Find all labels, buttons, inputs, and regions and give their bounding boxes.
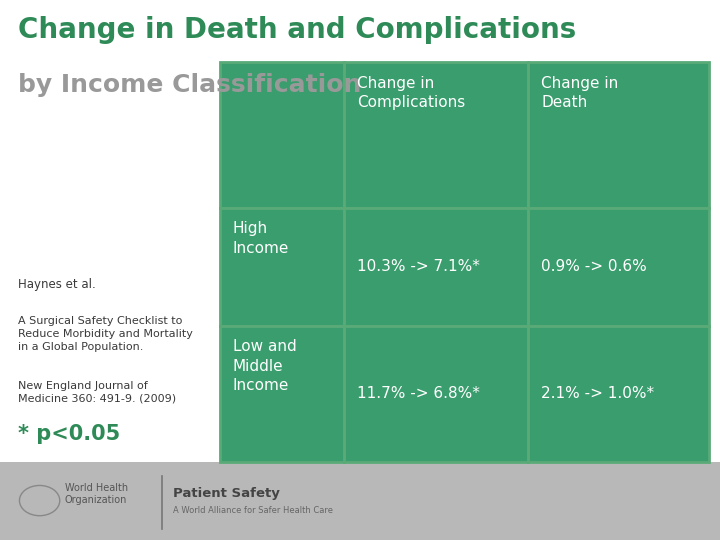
Bar (220, 62, 344, 208)
Text: by Income Classification: by Income Classification (18, 73, 361, 97)
Text: 10.3% -> 7.1%*: 10.3% -> 7.1%* (357, 259, 480, 274)
Text: 0.9% -> 0.6%: 0.9% -> 0.6% (541, 259, 647, 274)
Text: Change in
Complications: Change in Complications (357, 76, 466, 110)
Text: A Surgical Safety Checklist to
Reduce Morbidity and Mortality
in a Global Popula: A Surgical Safety Checklist to Reduce Mo… (18, 316, 193, 352)
Bar (220, 208, 344, 326)
Text: Change in
Death: Change in Death (541, 76, 618, 110)
Text: 11.7% -> 6.8%*: 11.7% -> 6.8%* (357, 386, 480, 401)
Text: Low and
Middle
Income: Low and Middle Income (233, 339, 297, 393)
Text: New England Journal of
Medicine 360: 491-9. (2009): New England Journal of Medicine 360: 491… (18, 381, 176, 404)
Bar (344, 326, 528, 462)
Bar (528, 208, 709, 326)
Bar (220, 326, 344, 462)
Bar (344, 62, 528, 208)
Text: High
Income: High Income (233, 221, 289, 255)
Text: Haynes et al.: Haynes et al. (18, 278, 96, 291)
Text: World Health
Organization: World Health Organization (65, 483, 128, 505)
Bar (528, 62, 709, 208)
Bar (528, 326, 709, 462)
Text: 2.1% -> 1.0%*: 2.1% -> 1.0%* (541, 386, 654, 401)
Text: Patient Safety: Patient Safety (173, 487, 279, 500)
Bar (344, 208, 528, 326)
Text: * p<0.05: * p<0.05 (18, 424, 120, 444)
Bar (0, 462, 720, 540)
Text: A World Alliance for Safer Health Care: A World Alliance for Safer Health Care (173, 506, 333, 515)
Text: Change in Death and Complications: Change in Death and Complications (18, 16, 576, 44)
